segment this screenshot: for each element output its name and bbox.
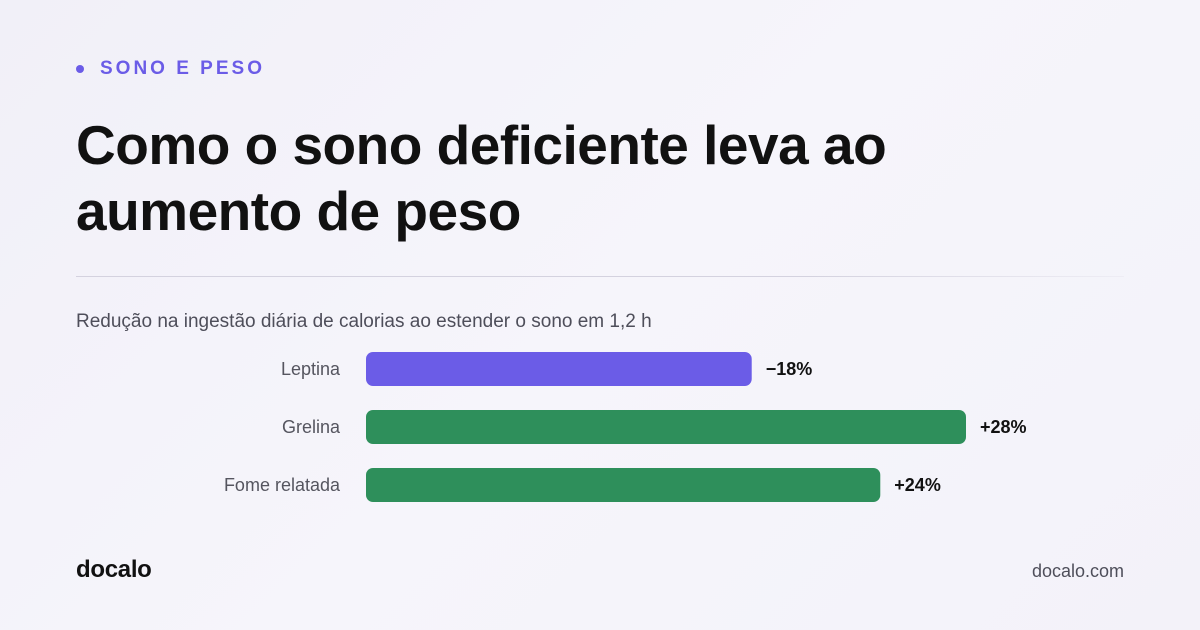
site-url: docalo.com — [1031, 561, 1124, 581]
category-label-leptina: Leptina — [281, 359, 341, 379]
divider — [76, 276, 1124, 277]
chart-title: Redução na ingestão diária de calorias a… — [76, 311, 652, 332]
page-title: Como o sono deficiente leva ao aumento d… — [76, 114, 887, 242]
bar-leptina — [366, 352, 752, 386]
brand-logo: docalo — [76, 556, 152, 583]
category-label-grelina: Grelina — [282, 417, 341, 437]
kicker-dot-icon — [76, 65, 84, 73]
bar-grelina — [366, 410, 966, 444]
value-label-fome-relatada: +24% — [894, 475, 941, 495]
value-label-leptina: −18% — [766, 359, 813, 379]
kicker: SONO E PESO — [76, 58, 265, 80]
bar-chart: Leptina −18% Grelina +28% Fome relatada +24% — [224, 352, 1027, 502]
bar-fome-relatada — [366, 468, 881, 502]
kicker-text: SONO E PESO — [100, 58, 265, 79]
category-label-fome-relatada: Fome relatada — [224, 475, 341, 495]
value-label-grelina: +28% — [980, 417, 1027, 437]
